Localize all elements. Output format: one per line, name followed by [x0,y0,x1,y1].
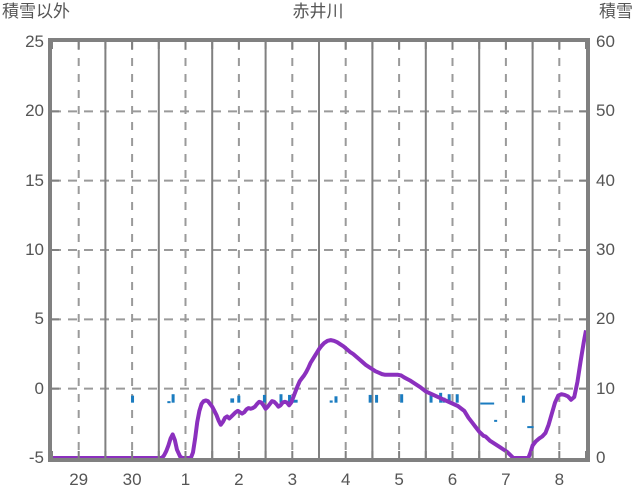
y-left-tick-label: 20 [25,101,44,121]
y-right-tick-label: 30 [596,240,615,259]
right-axis-title: 積雪 [599,2,633,21]
snow-bar [521,395,525,403]
snow-bar [171,394,175,403]
y-left-tick-label: -5 [28,448,44,467]
x-tick-label: 2 [234,470,244,489]
y-right-tick-label: 10 [596,378,615,398]
y-right-tick-label: 20 [596,309,615,329]
snow-bar [375,394,379,403]
x-tick-label: 6 [447,470,458,489]
snow-bar [480,402,495,405]
x-tick-label: 1 [180,470,191,489]
x-tick-label: 30 [122,470,142,489]
y-left-tick-label: 10 [25,240,44,259]
y-right-tick-label: 0 [596,448,606,467]
snow-bar [329,400,333,403]
y-right-tick-label: 60 [596,32,615,51]
y-axis-right: 60 50 40 30 20 10 0 [596,0,636,501]
x-tick-label: 7 [501,470,511,489]
snow-bar [527,426,534,429]
snow-bar [288,394,292,403]
snow-bar [167,401,171,404]
x-tick-label: 8 [554,470,565,489]
snow-bar [237,395,241,403]
y-axis-left: 25 20 15 10 5 0 -5 [0,0,44,501]
snow-bar [400,394,404,403]
snow-bar [279,394,283,403]
snow-bar [368,394,372,403]
gridlines [52,42,586,458]
y-right-tick-label: 50 [596,101,615,121]
plot-series [52,330,586,458]
y-right-tick-label: 40 [596,170,615,190]
chart-title: 赤井川 [292,2,344,21]
y-left-tick-label: 5 [34,309,44,329]
snow-bar [292,399,298,403]
left-axis-title: 積雪以外 [2,2,70,21]
snow-bar [447,394,451,403]
x-tick-label: 4 [340,470,351,489]
plot-area [48,38,590,462]
x-tick-label: 29 [69,470,89,489]
y-left-tick-label: 25 [25,32,44,51]
x-tick-label: 3 [287,470,298,489]
temperature-line [52,330,586,458]
y-left-tick-label: 15 [25,170,44,190]
snow-bar [429,394,433,403]
y-left-tick-label: 0 [34,378,44,398]
x-tick-label: 5 [394,470,404,489]
snow-bar [230,398,235,403]
x-axis: 29 30 1 2 3 4 5 6 7 8 [48,466,590,498]
snow-bar [262,394,266,403]
snow-bar [494,419,498,422]
snow-bar [131,395,135,403]
snow-bar [334,396,338,403]
snow-bar [455,394,459,403]
